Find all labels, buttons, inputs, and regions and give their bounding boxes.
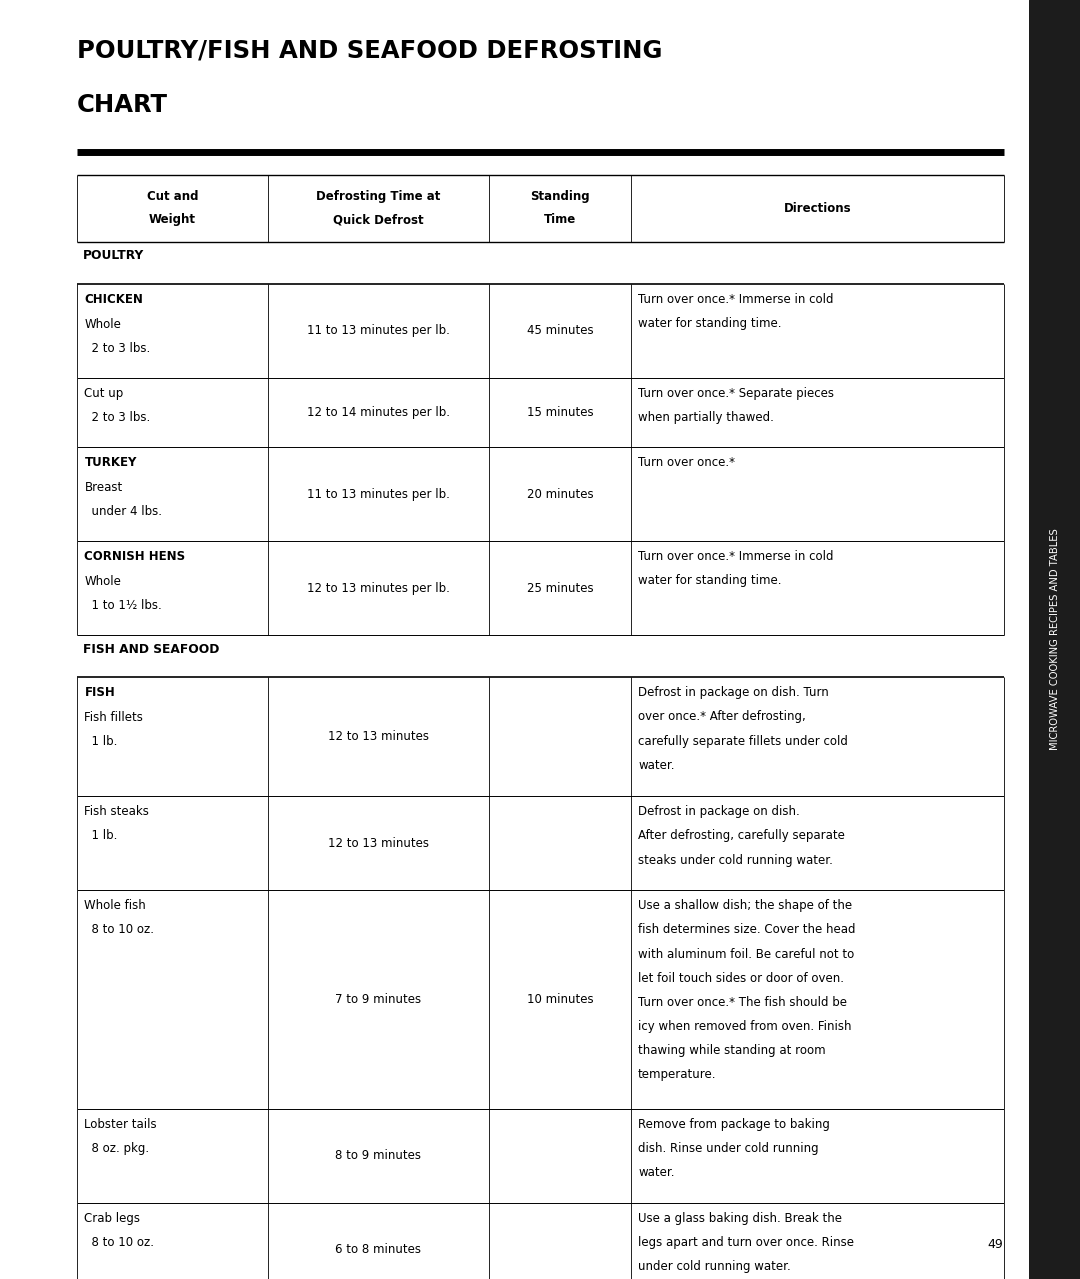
Text: Cut up: Cut up	[84, 388, 123, 400]
Text: Turn over once.*: Turn over once.*	[638, 457, 735, 469]
Text: Whole fish: Whole fish	[84, 899, 146, 912]
Text: Remove from package to baking: Remove from package to baking	[638, 1118, 831, 1131]
Text: Whole: Whole	[84, 576, 121, 588]
Text: Directions: Directions	[783, 202, 851, 215]
Text: 25 minutes: 25 minutes	[527, 582, 593, 595]
Text: 15 minutes: 15 minutes	[527, 405, 593, 420]
Text: 11 to 13 minutes per lb.: 11 to 13 minutes per lb.	[307, 325, 449, 338]
Text: fish determines size. Cover the head: fish determines size. Cover the head	[638, 923, 855, 936]
Text: under cold running water.: under cold running water.	[638, 1260, 791, 1273]
Text: Turn over once.* Separate pieces: Turn over once.* Separate pieces	[638, 388, 834, 400]
Text: TURKEY: TURKEY	[84, 457, 137, 469]
Text: water for standing time.: water for standing time.	[638, 574, 782, 587]
Text: Standing: Standing	[530, 191, 590, 203]
Text: 12 to 14 minutes per lb.: 12 to 14 minutes per lb.	[307, 405, 449, 420]
Text: 6 to 8 minutes: 6 to 8 minutes	[335, 1243, 421, 1256]
Text: CHART: CHART	[77, 93, 168, 118]
Text: 12 to 13 minutes per lb.: 12 to 13 minutes per lb.	[307, 582, 449, 595]
Text: 1 to 1½ lbs.: 1 to 1½ lbs.	[84, 599, 162, 613]
Text: water.: water.	[638, 1166, 675, 1179]
Text: temperature.: temperature.	[638, 1068, 717, 1082]
Text: Quick Defrost: Quick Defrost	[333, 214, 423, 226]
Text: Whole: Whole	[84, 318, 121, 331]
Text: After defrosting, carefully separate: After defrosting, carefully separate	[638, 829, 845, 843]
Text: Defrosting Time at: Defrosting Time at	[316, 191, 441, 203]
Text: 49: 49	[988, 1238, 1003, 1251]
Text: steaks under cold running water.: steaks under cold running water.	[638, 853, 833, 866]
Text: Turn over once.* Immerse in cold: Turn over once.* Immerse in cold	[638, 550, 834, 563]
Text: with aluminum foil. Be careful not to: with aluminum foil. Be careful not to	[638, 948, 854, 961]
Text: POULTRY/FISH AND SEAFOOD DEFROSTING: POULTRY/FISH AND SEAFOOD DEFROSTING	[77, 38, 662, 63]
Text: POULTRY: POULTRY	[83, 249, 145, 262]
Text: MICROWAVE COOKING RECIPES AND TABLES: MICROWAVE COOKING RECIPES AND TABLES	[1050, 528, 1059, 751]
Text: 20 minutes: 20 minutes	[527, 487, 593, 500]
Text: Defrost in package on dish. Turn: Defrost in package on dish. Turn	[638, 687, 828, 700]
Text: Fish steaks: Fish steaks	[84, 806, 149, 819]
Text: 8 to 10 oz.: 8 to 10 oz.	[84, 923, 154, 936]
Text: 8 to 9 minutes: 8 to 9 minutes	[335, 1150, 421, 1163]
Text: Use a glass baking dish. Break the: Use a glass baking dish. Break the	[638, 1212, 842, 1225]
Text: 45 minutes: 45 minutes	[527, 325, 593, 338]
Text: water.: water.	[638, 758, 675, 771]
Text: 12 to 13 minutes: 12 to 13 minutes	[327, 836, 429, 849]
Text: legs apart and turn over once. Rinse: legs apart and turn over once. Rinse	[638, 1236, 854, 1250]
Text: 7 to 9 minutes: 7 to 9 minutes	[335, 993, 421, 1007]
Text: let foil touch sides or door of oven.: let foil touch sides or door of oven.	[638, 972, 845, 985]
Text: Time: Time	[544, 214, 576, 226]
Text: Defrost in package on dish.: Defrost in package on dish.	[638, 806, 800, 819]
Text: under 4 lbs.: under 4 lbs.	[84, 505, 162, 518]
Text: FISH: FISH	[84, 687, 116, 700]
Text: dish. Rinse under cold running: dish. Rinse under cold running	[638, 1142, 819, 1155]
Text: water for standing time.: water for standing time.	[638, 317, 782, 330]
Text: Turn over once.* Immerse in cold: Turn over once.* Immerse in cold	[638, 293, 834, 306]
Text: Fish fillets: Fish fillets	[84, 711, 144, 724]
Text: carefully separate fillets under cold: carefully separate fillets under cold	[638, 734, 848, 747]
Text: Turn over once.* The fish should be: Turn over once.* The fish should be	[638, 996, 847, 1009]
Text: when partially thawed.: when partially thawed.	[638, 411, 774, 425]
Text: Weight: Weight	[149, 214, 195, 226]
Text: 2 to 3 lbs.: 2 to 3 lbs.	[84, 341, 150, 356]
Text: CORNISH HENS: CORNISH HENS	[84, 550, 186, 563]
Text: FISH AND SEAFOOD: FISH AND SEAFOOD	[83, 643, 219, 656]
Text: 1 lb.: 1 lb.	[84, 735, 118, 748]
Text: Lobster tails: Lobster tails	[84, 1118, 157, 1131]
Text: icy when removed from oven. Finish: icy when removed from oven. Finish	[638, 1021, 852, 1033]
Text: over once.* After defrosting,: over once.* After defrosting,	[638, 710, 806, 724]
Text: Use a shallow dish; the shape of the: Use a shallow dish; the shape of the	[638, 899, 852, 912]
Text: 8 to 10 oz.: 8 to 10 oz.	[84, 1236, 154, 1250]
Text: CHICKEN: CHICKEN	[84, 293, 144, 306]
Text: 1 lb.: 1 lb.	[84, 829, 118, 843]
Text: Crab legs: Crab legs	[84, 1212, 140, 1225]
Text: Cut and: Cut and	[147, 191, 198, 203]
Text: 10 minutes: 10 minutes	[527, 993, 593, 1007]
Text: 11 to 13 minutes per lb.: 11 to 13 minutes per lb.	[307, 487, 449, 500]
Text: thawing while standing at room: thawing while standing at room	[638, 1044, 826, 1058]
Text: 2 to 3 lbs.: 2 to 3 lbs.	[84, 411, 150, 425]
Text: 12 to 13 minutes: 12 to 13 minutes	[327, 730, 429, 743]
Text: 8 oz. pkg.: 8 oz. pkg.	[84, 1142, 149, 1155]
Text: Breast: Breast	[84, 481, 123, 494]
